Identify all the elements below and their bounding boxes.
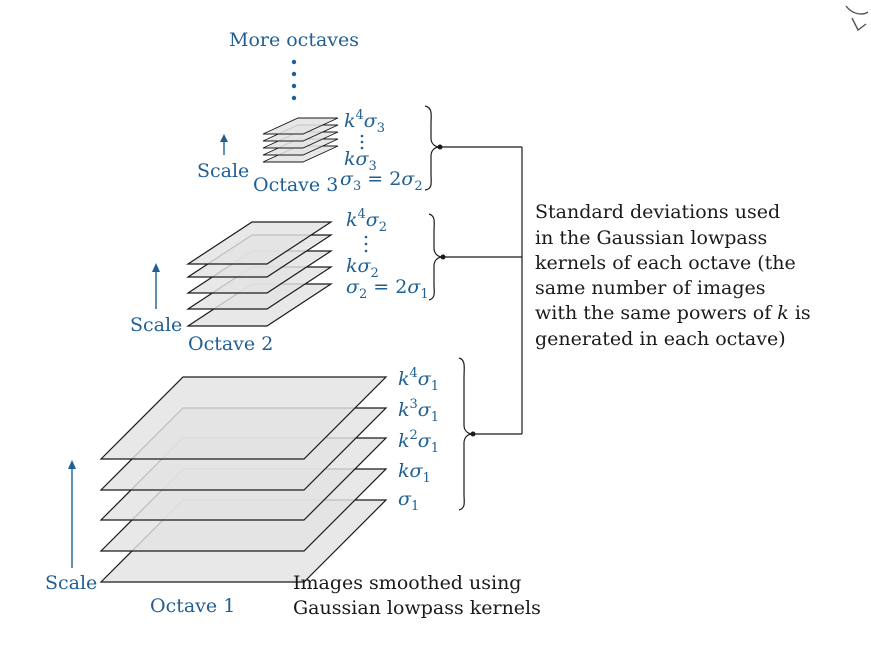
octave1-label: Octave 1 [150, 595, 235, 617]
octave3-plane-1 [262, 117, 339, 135]
octave3-sigma-k: kσ3 [344, 148, 377, 174]
svg-text:same number of images: same number of images [535, 277, 766, 299]
octave3-sigma-k4: k4σ3 [344, 108, 385, 136]
corner-doodle-icon [845, 5, 869, 32]
connector-lines [440, 146, 523, 435]
svg-text:generated in each octave): generated in each octave) [535, 328, 786, 350]
octave1-plane-1 [99, 376, 388, 460]
octave2-scale-label: Scale [130, 314, 182, 336]
svg-text:Gaussian lowpass kernels: Gaussian lowpass kernels [293, 597, 541, 619]
octave3-planes [262, 117, 339, 163]
octave3-sigma-base: σ3 = 2σ2 [340, 168, 423, 194]
octave1-sigma-base: σ1 [398, 488, 419, 514]
octave2-planes [185, 221, 334, 327]
octave3-scale-arrow [220, 134, 228, 155]
octave3-vdots [360, 134, 364, 150]
octave2-scale-arrow [152, 263, 160, 309]
octave1-scale-label: Scale [45, 572, 97, 594]
more-octaves-dots [291, 59, 297, 101]
caption-images-smoothed: Images smoothed using Gaussian lowpass k… [293, 572, 541, 619]
octave2-vdots [364, 235, 368, 253]
octave2-sigma-k: kσ2 [346, 255, 379, 281]
svg-text:with the same powers of k is: with the same powers of k is [535, 302, 811, 324]
octave2-brace [428, 213, 442, 301]
octave3-scale-label: Scale [197, 160, 249, 182]
svg-text:in the Gaussian lowpass: in the Gaussian lowpass [535, 227, 767, 249]
octave2-sigma-base: σ2 = 2σ1 [346, 276, 429, 302]
octave1-planes [99, 376, 388, 583]
more-octaves-label: More octaves [229, 29, 359, 51]
octave2-sigma-k4: k4σ2 [346, 207, 387, 235]
octave1-sigma-k2: k2σ1 [398, 428, 439, 456]
octave1-brace [458, 357, 472, 511]
octave3-brace [424, 105, 439, 191]
octave2-label: Octave 2 [188, 333, 273, 355]
caption-standard-deviations: Standard deviations used in the Gaussian… [535, 201, 811, 350]
octave1-sigma-k4: k4σ1 [398, 366, 439, 394]
octave2-plane-1 [185, 221, 334, 265]
octave1-sigma-k: kσ1 [398, 460, 431, 486]
octave1-sigma-k3: k3σ1 [398, 397, 439, 425]
octave3-label: Octave 3 [253, 174, 338, 196]
svg-text:Images smoothed using: Images smoothed using [293, 572, 521, 594]
svg-text:Standard deviations used: Standard deviations used [535, 201, 780, 223]
octave1-scale-arrow [68, 460, 76, 568]
svg-text:kernels of each octave (the: kernels of each octave (the [535, 252, 796, 274]
